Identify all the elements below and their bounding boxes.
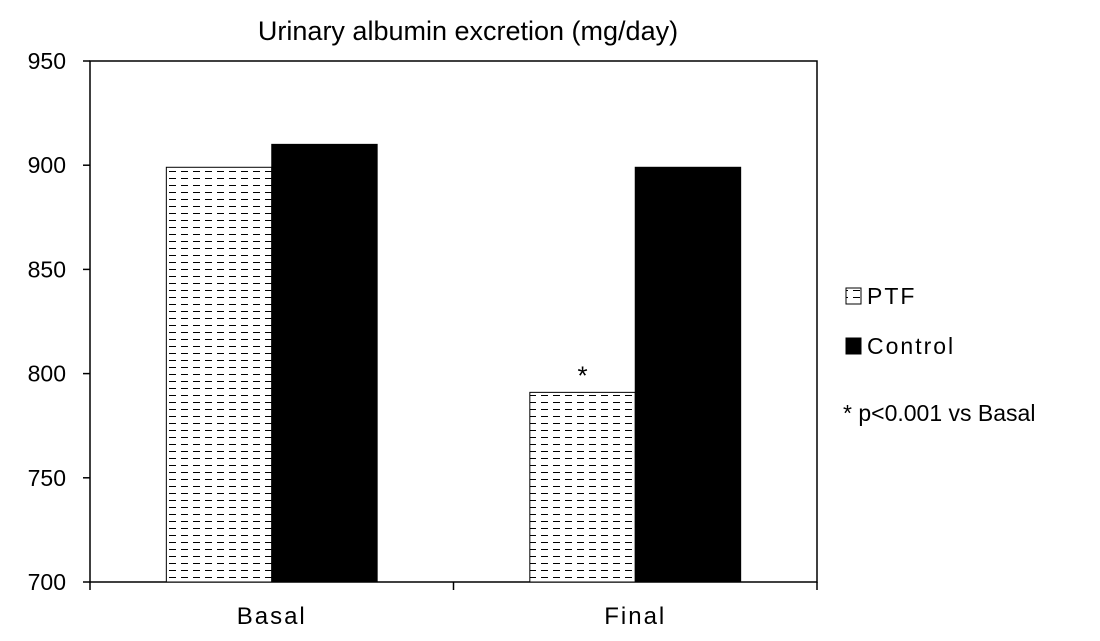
y-tick-label: 700 <box>28 569 66 595</box>
bars <box>165 143 742 583</box>
x-tick-label: Final <box>604 603 666 630</box>
legend-label-control: Control <box>867 333 955 359</box>
y-tick-label: 750 <box>28 465 66 491</box>
bar-control-basal <box>271 143 378 583</box>
y-tick-label: 850 <box>28 256 66 282</box>
legend-swatch-control <box>845 337 862 355</box>
y-tick-label: 900 <box>28 152 66 178</box>
legend: PTF Control * p<0.001 vs Basal <box>843 283 1035 426</box>
annotations: * <box>577 360 587 390</box>
footnote: * p<0.001 vs Basal <box>843 400 1035 426</box>
x-tick-label: Basal <box>237 603 307 630</box>
significance-marker: * <box>577 360 587 390</box>
legend-label-ptf: PTF <box>867 283 916 309</box>
chart-title: Urinary albumin excretion (mg/day) <box>258 16 678 46</box>
bar-ptf-final <box>529 391 636 583</box>
y-tick-label: 950 <box>28 48 66 74</box>
bar-ptf-basal <box>165 166 273 583</box>
bar-control-final <box>634 166 742 583</box>
y-axis: 700 750 800 850 900 950 <box>28 48 90 595</box>
legend-swatch-ptf <box>845 287 862 305</box>
y-tick-label: 800 <box>28 361 66 387</box>
x-axis: Basal Final <box>89 582 818 630</box>
